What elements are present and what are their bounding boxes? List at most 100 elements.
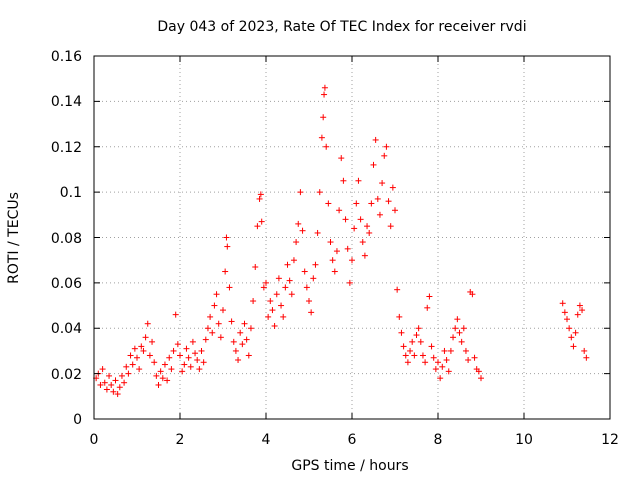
data-point [344,245,351,252]
data-point [118,372,125,379]
data-point [226,284,233,291]
data-point [381,152,388,159]
data-point [454,316,461,323]
data-point [129,361,136,368]
data-point [417,338,424,345]
data-point [342,216,349,223]
data-point [293,239,300,246]
grid-lines [94,56,610,419]
data-point [202,336,209,343]
y-tick-label: 0.02 [51,367,82,383]
data-point [179,368,186,375]
data-point [443,357,450,364]
data-point [275,275,282,282]
data-point [149,338,156,345]
data-point [136,366,143,373]
data-point [222,268,229,275]
data-point [200,359,207,366]
data-point [245,352,252,359]
data-point [312,261,319,268]
y-tick-label: 0.14 [51,94,82,110]
data-point [389,184,396,191]
data-point [108,381,115,388]
data-point [213,291,220,298]
data-point [396,313,403,320]
data-point [297,189,304,196]
data-point [349,257,355,264]
data-point [269,307,276,314]
data-point [364,223,371,230]
data-point [338,155,345,162]
data-point [385,198,392,205]
data-point [404,359,411,366]
data-point [265,313,272,320]
data-point [419,352,426,359]
data-point [306,298,312,305]
data-point [366,229,373,236]
data-point [447,347,454,354]
data-point [125,370,132,377]
data-point [103,386,110,393]
data-point [323,143,330,150]
data-point [430,354,437,361]
data-point [353,200,360,207]
y-tick-label: 0 [73,412,82,428]
data-point [422,359,429,366]
data-point [127,352,134,359]
data-point [572,329,579,336]
data-point [368,200,375,207]
data-point [99,366,106,373]
data-point [211,302,218,309]
data-point [379,180,386,187]
data-point [579,307,586,314]
data-point [321,91,328,98]
data-point [257,191,264,198]
data-point [340,177,347,184]
data-point [267,298,274,305]
data-point [194,357,201,364]
data-points [93,84,590,398]
data-point [428,343,435,350]
data-point [174,341,181,348]
data-point [172,311,179,318]
x-tick-label: 12 [601,432,619,448]
data-point [460,325,467,332]
data-point [359,239,366,246]
data-point [189,338,196,345]
data-point [134,354,140,361]
data-point [327,239,334,246]
data-point [114,391,121,398]
data-point [346,279,353,286]
data-point [153,372,160,379]
data-point [280,313,287,320]
data-point [310,275,317,282]
data-point [192,350,199,357]
data-point [450,334,457,341]
data-point [445,368,452,375]
data-point [411,352,418,359]
data-point [407,347,414,354]
data-point [181,361,188,368]
data-point [196,366,203,373]
data-point [106,372,113,379]
data-point [370,161,377,168]
data-point [465,357,472,364]
x-tick-label: 6 [348,432,357,448]
data-point [110,388,117,395]
data-point [316,189,323,196]
data-point [478,375,484,382]
data-point [155,381,162,388]
data-point [376,211,383,218]
data-point [207,313,214,320]
x-tick-label: 2 [176,432,185,448]
data-point [235,357,242,364]
data-point [568,334,575,341]
data-point [284,261,291,268]
data-point [271,322,278,329]
data-point [215,320,222,327]
data-point [146,352,153,359]
data-point [142,334,149,341]
data-point [121,379,128,386]
